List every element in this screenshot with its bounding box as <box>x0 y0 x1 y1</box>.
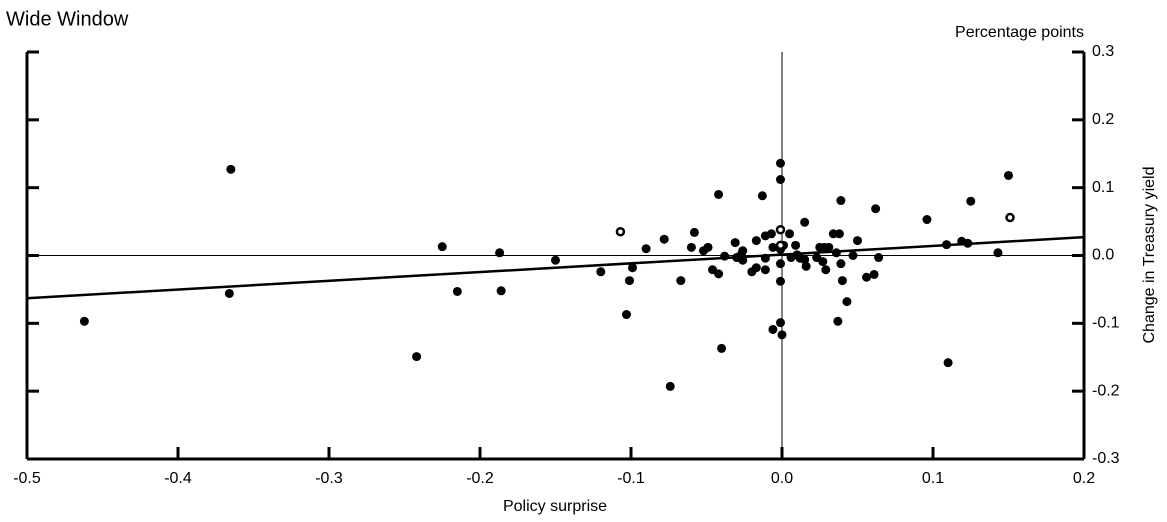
point <box>966 196 976 206</box>
point <box>496 286 506 296</box>
point <box>760 253 770 263</box>
point <box>596 267 606 277</box>
point <box>628 263 638 273</box>
point <box>730 238 740 248</box>
point <box>452 286 462 296</box>
y-tick-label: -0.3 <box>1092 450 1120 467</box>
point <box>800 217 810 227</box>
point <box>831 248 841 258</box>
point <box>874 253 884 263</box>
point <box>766 229 776 239</box>
y-tick-label: 0.3 <box>1092 43 1114 60</box>
point <box>775 175 785 185</box>
x-tick-label: -0.2 <box>466 470 494 487</box>
point <box>818 257 828 267</box>
y-tick-label: -0.1 <box>1092 315 1120 332</box>
point <box>751 263 761 273</box>
x-tick-label: -0.4 <box>164 470 192 487</box>
point <box>412 352 422 362</box>
point <box>963 238 973 248</box>
open-point <box>615 227 626 237</box>
point <box>738 255 748 265</box>
point <box>836 196 846 206</box>
point <box>714 269 724 279</box>
point <box>738 246 748 256</box>
point <box>437 242 447 252</box>
point <box>720 251 730 261</box>
point <box>665 381 675 391</box>
point <box>224 288 234 298</box>
point <box>621 310 631 320</box>
point <box>777 330 787 340</box>
point <box>686 242 696 252</box>
point <box>836 259 846 269</box>
point <box>624 276 634 286</box>
point <box>993 248 1003 258</box>
point <box>853 236 862 246</box>
point <box>551 255 560 265</box>
x-tick-label: 0.1 <box>922 470 944 487</box>
x-axis-label: Policy surprise <box>503 498 607 515</box>
y-tick-label: 0.1 <box>1092 179 1114 196</box>
point <box>942 240 952 250</box>
point <box>775 259 785 269</box>
point <box>834 229 844 239</box>
point <box>801 261 811 271</box>
point <box>800 255 810 265</box>
point <box>714 189 724 199</box>
point <box>848 251 858 260</box>
y-tick-label: 0.2 <box>1092 111 1114 128</box>
point <box>757 191 767 201</box>
point <box>703 242 713 252</box>
x-tick-label: 0.0 <box>771 470 793 487</box>
point <box>1004 170 1013 180</box>
point <box>837 276 847 286</box>
fit-line <box>26 235 1085 300</box>
point <box>768 242 778 252</box>
point <box>760 265 770 275</box>
open-point <box>1005 212 1015 223</box>
point <box>943 358 953 368</box>
point <box>641 244 651 254</box>
x-tick-label: -0.5 <box>13 470 41 487</box>
open-point <box>775 224 786 235</box>
point <box>842 297 852 307</box>
point <box>871 204 881 214</box>
point <box>79 316 89 326</box>
point <box>791 240 801 250</box>
point <box>821 265 831 275</box>
point <box>862 272 872 282</box>
point <box>676 276 686 286</box>
y-tick-label: -0.2 <box>1092 382 1120 399</box>
point <box>922 215 932 225</box>
point <box>659 234 669 244</box>
point <box>785 229 795 239</box>
y-axis-label: Change in Treasury yield <box>1141 167 1158 344</box>
open-point <box>775 240 786 251</box>
x-tick-label: -0.3 <box>315 470 343 487</box>
point <box>869 269 879 279</box>
unit-label: Percentage points <box>955 24 1084 41</box>
point <box>775 276 785 286</box>
point <box>751 236 761 246</box>
point <box>824 242 834 252</box>
point <box>717 343 727 353</box>
point <box>226 164 236 174</box>
point <box>775 158 785 168</box>
chart-title: Wide Window <box>6 8 129 30</box>
x-tick-label: 0.2 <box>1073 470 1095 487</box>
y-tick-label: 0.0 <box>1092 247 1114 264</box>
point <box>833 316 843 326</box>
point <box>689 227 699 237</box>
point <box>768 324 778 334</box>
point <box>775 318 785 328</box>
x-tick-label: -0.1 <box>617 470 645 487</box>
point <box>495 248 505 258</box>
